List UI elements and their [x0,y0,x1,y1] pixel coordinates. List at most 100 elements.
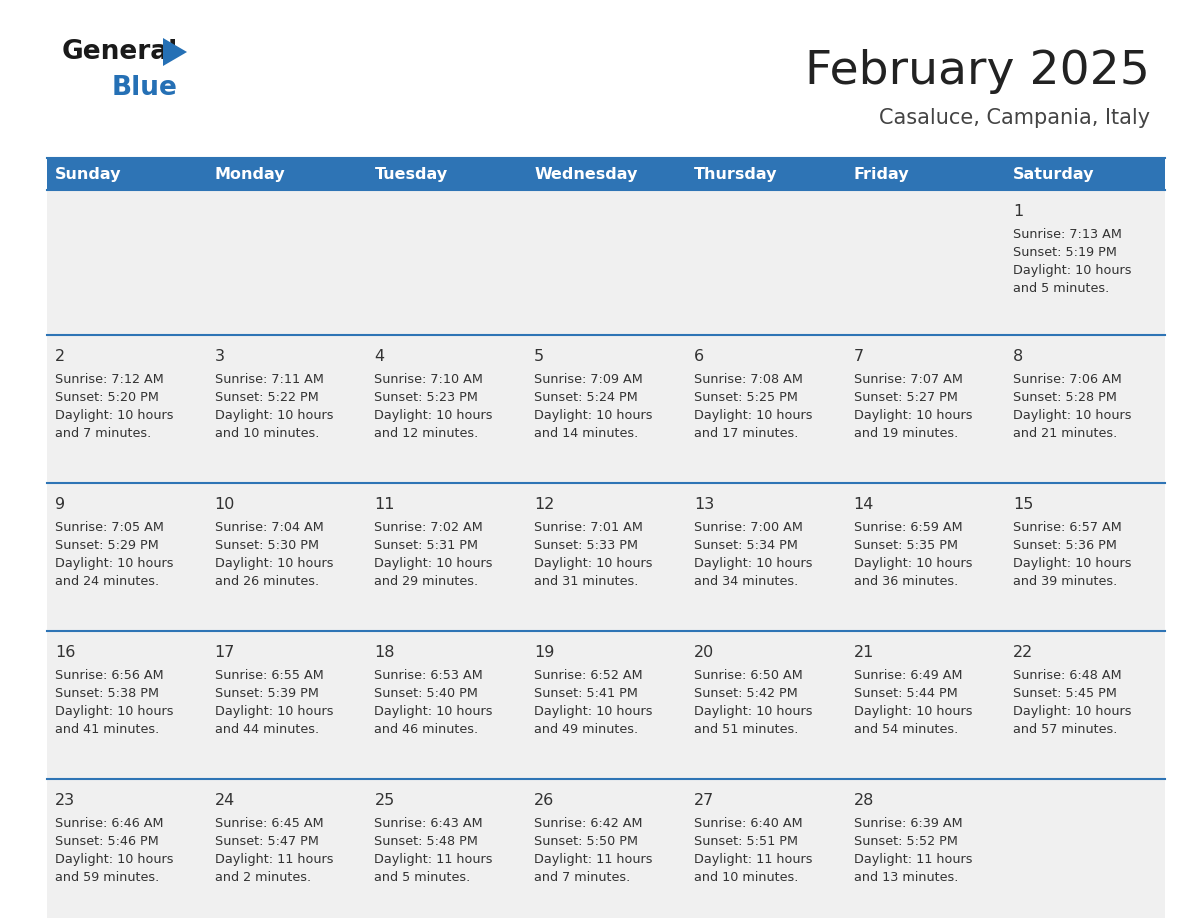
Text: and 44 minutes.: and 44 minutes. [215,723,318,736]
Text: Sunset: 5:38 PM: Sunset: 5:38 PM [55,687,159,700]
Text: Sunrise: 6:45 AM: Sunrise: 6:45 AM [215,817,323,830]
Text: Daylight: 10 hours: Daylight: 10 hours [374,409,493,422]
Text: Daylight: 10 hours: Daylight: 10 hours [694,557,813,570]
Text: Sunset: 5:24 PM: Sunset: 5:24 PM [535,391,638,404]
Text: Sunrise: 7:11 AM: Sunrise: 7:11 AM [215,373,323,386]
Text: Sunset: 5:22 PM: Sunset: 5:22 PM [215,391,318,404]
Text: and 7 minutes.: and 7 minutes. [535,871,631,884]
Text: General: General [62,39,178,65]
Text: and 41 minutes.: and 41 minutes. [55,723,159,736]
Text: Casaluce, Campania, Italy: Casaluce, Campania, Italy [879,108,1150,128]
Text: and 2 minutes.: and 2 minutes. [215,871,311,884]
Text: February 2025: February 2025 [805,50,1150,95]
Text: Sunrise: 6:59 AM: Sunrise: 6:59 AM [853,521,962,534]
Text: 22: 22 [1013,645,1034,660]
Text: Sunrise: 6:57 AM: Sunrise: 6:57 AM [1013,521,1121,534]
Text: Daylight: 10 hours: Daylight: 10 hours [853,409,972,422]
Text: Daylight: 10 hours: Daylight: 10 hours [694,409,813,422]
Text: Daylight: 10 hours: Daylight: 10 hours [1013,557,1132,570]
Text: Daylight: 10 hours: Daylight: 10 hours [1013,264,1132,277]
Text: 17: 17 [215,645,235,660]
Text: Sunset: 5:20 PM: Sunset: 5:20 PM [55,391,159,404]
Text: Friday: Friday [853,166,909,182]
Text: Daylight: 10 hours: Daylight: 10 hours [1013,409,1132,422]
Text: 10: 10 [215,497,235,512]
Text: 9: 9 [55,497,65,512]
Text: and 46 minutes.: and 46 minutes. [374,723,479,736]
Text: Sunrise: 6:55 AM: Sunrise: 6:55 AM [215,669,323,682]
Text: and 34 minutes.: and 34 minutes. [694,575,798,588]
Text: 25: 25 [374,793,394,808]
Text: 7: 7 [853,349,864,364]
Text: and 5 minutes.: and 5 minutes. [1013,282,1110,295]
Text: and 10 minutes.: and 10 minutes. [694,871,798,884]
Text: Sunset: 5:28 PM: Sunset: 5:28 PM [1013,391,1117,404]
Text: Daylight: 11 hours: Daylight: 11 hours [374,853,493,866]
Text: Daylight: 10 hours: Daylight: 10 hours [55,557,173,570]
Text: Sunday: Sunday [55,166,121,182]
Bar [48,190,1165,335]
Text: Daylight: 10 hours: Daylight: 10 hours [55,409,173,422]
Text: Sunrise: 7:07 AM: Sunrise: 7:07 AM [853,373,962,386]
Text: Sunset: 5:42 PM: Sunset: 5:42 PM [694,687,797,700]
Text: 24: 24 [215,793,235,808]
Text: Daylight: 10 hours: Daylight: 10 hours [535,557,652,570]
Text: Sunset: 5:29 PM: Sunset: 5:29 PM [55,539,159,552]
Text: Sunrise: 6:48 AM: Sunrise: 6:48 AM [1013,669,1121,682]
Text: Daylight: 11 hours: Daylight: 11 hours [535,853,652,866]
Text: Sunrise: 7:09 AM: Sunrise: 7:09 AM [535,373,643,386]
Text: 27: 27 [694,793,714,808]
Bar [48,483,1165,631]
Text: and 26 minutes.: and 26 minutes. [215,575,318,588]
Text: Sunset: 5:19 PM: Sunset: 5:19 PM [1013,246,1117,259]
Text: Sunrise: 7:08 AM: Sunrise: 7:08 AM [694,373,803,386]
Text: Sunrise: 7:05 AM: Sunrise: 7:05 AM [55,521,164,534]
Text: Daylight: 10 hours: Daylight: 10 hours [853,705,972,718]
Text: 21: 21 [853,645,874,660]
Text: Sunrise: 7:02 AM: Sunrise: 7:02 AM [374,521,484,534]
Text: and 13 minutes.: and 13 minutes. [853,871,958,884]
Text: and 19 minutes.: and 19 minutes. [853,427,958,440]
Text: Sunset: 5:39 PM: Sunset: 5:39 PM [215,687,318,700]
Text: 5: 5 [535,349,544,364]
Text: 12: 12 [535,497,555,512]
Text: 11: 11 [374,497,394,512]
Text: Sunset: 5:33 PM: Sunset: 5:33 PM [535,539,638,552]
Text: and 14 minutes.: and 14 minutes. [535,427,638,440]
Text: Daylight: 10 hours: Daylight: 10 hours [374,705,493,718]
Text: Daylight: 10 hours: Daylight: 10 hours [853,557,972,570]
Text: and 10 minutes.: and 10 minutes. [215,427,320,440]
Text: and 57 minutes.: and 57 minutes. [1013,723,1118,736]
Text: Thursday: Thursday [694,166,777,182]
Text: Sunset: 5:36 PM: Sunset: 5:36 PM [1013,539,1117,552]
Text: Sunset: 5:23 PM: Sunset: 5:23 PM [374,391,479,404]
Text: Daylight: 10 hours: Daylight: 10 hours [1013,705,1132,718]
Text: Daylight: 10 hours: Daylight: 10 hours [374,557,493,570]
Text: and 51 minutes.: and 51 minutes. [694,723,798,736]
Text: Monday: Monday [215,166,285,182]
Text: 1: 1 [1013,204,1024,219]
Text: 6: 6 [694,349,704,364]
Text: Daylight: 11 hours: Daylight: 11 hours [853,853,972,866]
Text: Sunrise: 6:40 AM: Sunrise: 6:40 AM [694,817,802,830]
Text: Sunrise: 6:39 AM: Sunrise: 6:39 AM [853,817,962,830]
Text: 13: 13 [694,497,714,512]
Text: Sunset: 5:46 PM: Sunset: 5:46 PM [55,835,159,848]
Text: Tuesday: Tuesday [374,166,448,182]
Polygon shape [163,38,187,66]
Text: Sunrise: 7:13 AM: Sunrise: 7:13 AM [1013,228,1123,241]
Text: Sunset: 5:40 PM: Sunset: 5:40 PM [374,687,479,700]
Bar [48,158,1165,190]
Bar [48,335,1165,483]
Text: 18: 18 [374,645,394,660]
Text: and 24 minutes.: and 24 minutes. [55,575,159,588]
Text: Sunrise: 6:53 AM: Sunrise: 6:53 AM [374,669,484,682]
Text: 26: 26 [535,793,555,808]
Text: 14: 14 [853,497,874,512]
Text: Sunrise: 7:04 AM: Sunrise: 7:04 AM [215,521,323,534]
Text: 2: 2 [55,349,65,364]
Text: Daylight: 11 hours: Daylight: 11 hours [215,853,333,866]
Text: and 59 minutes.: and 59 minutes. [55,871,159,884]
Text: and 39 minutes.: and 39 minutes. [1013,575,1118,588]
Text: and 29 minutes.: and 29 minutes. [374,575,479,588]
